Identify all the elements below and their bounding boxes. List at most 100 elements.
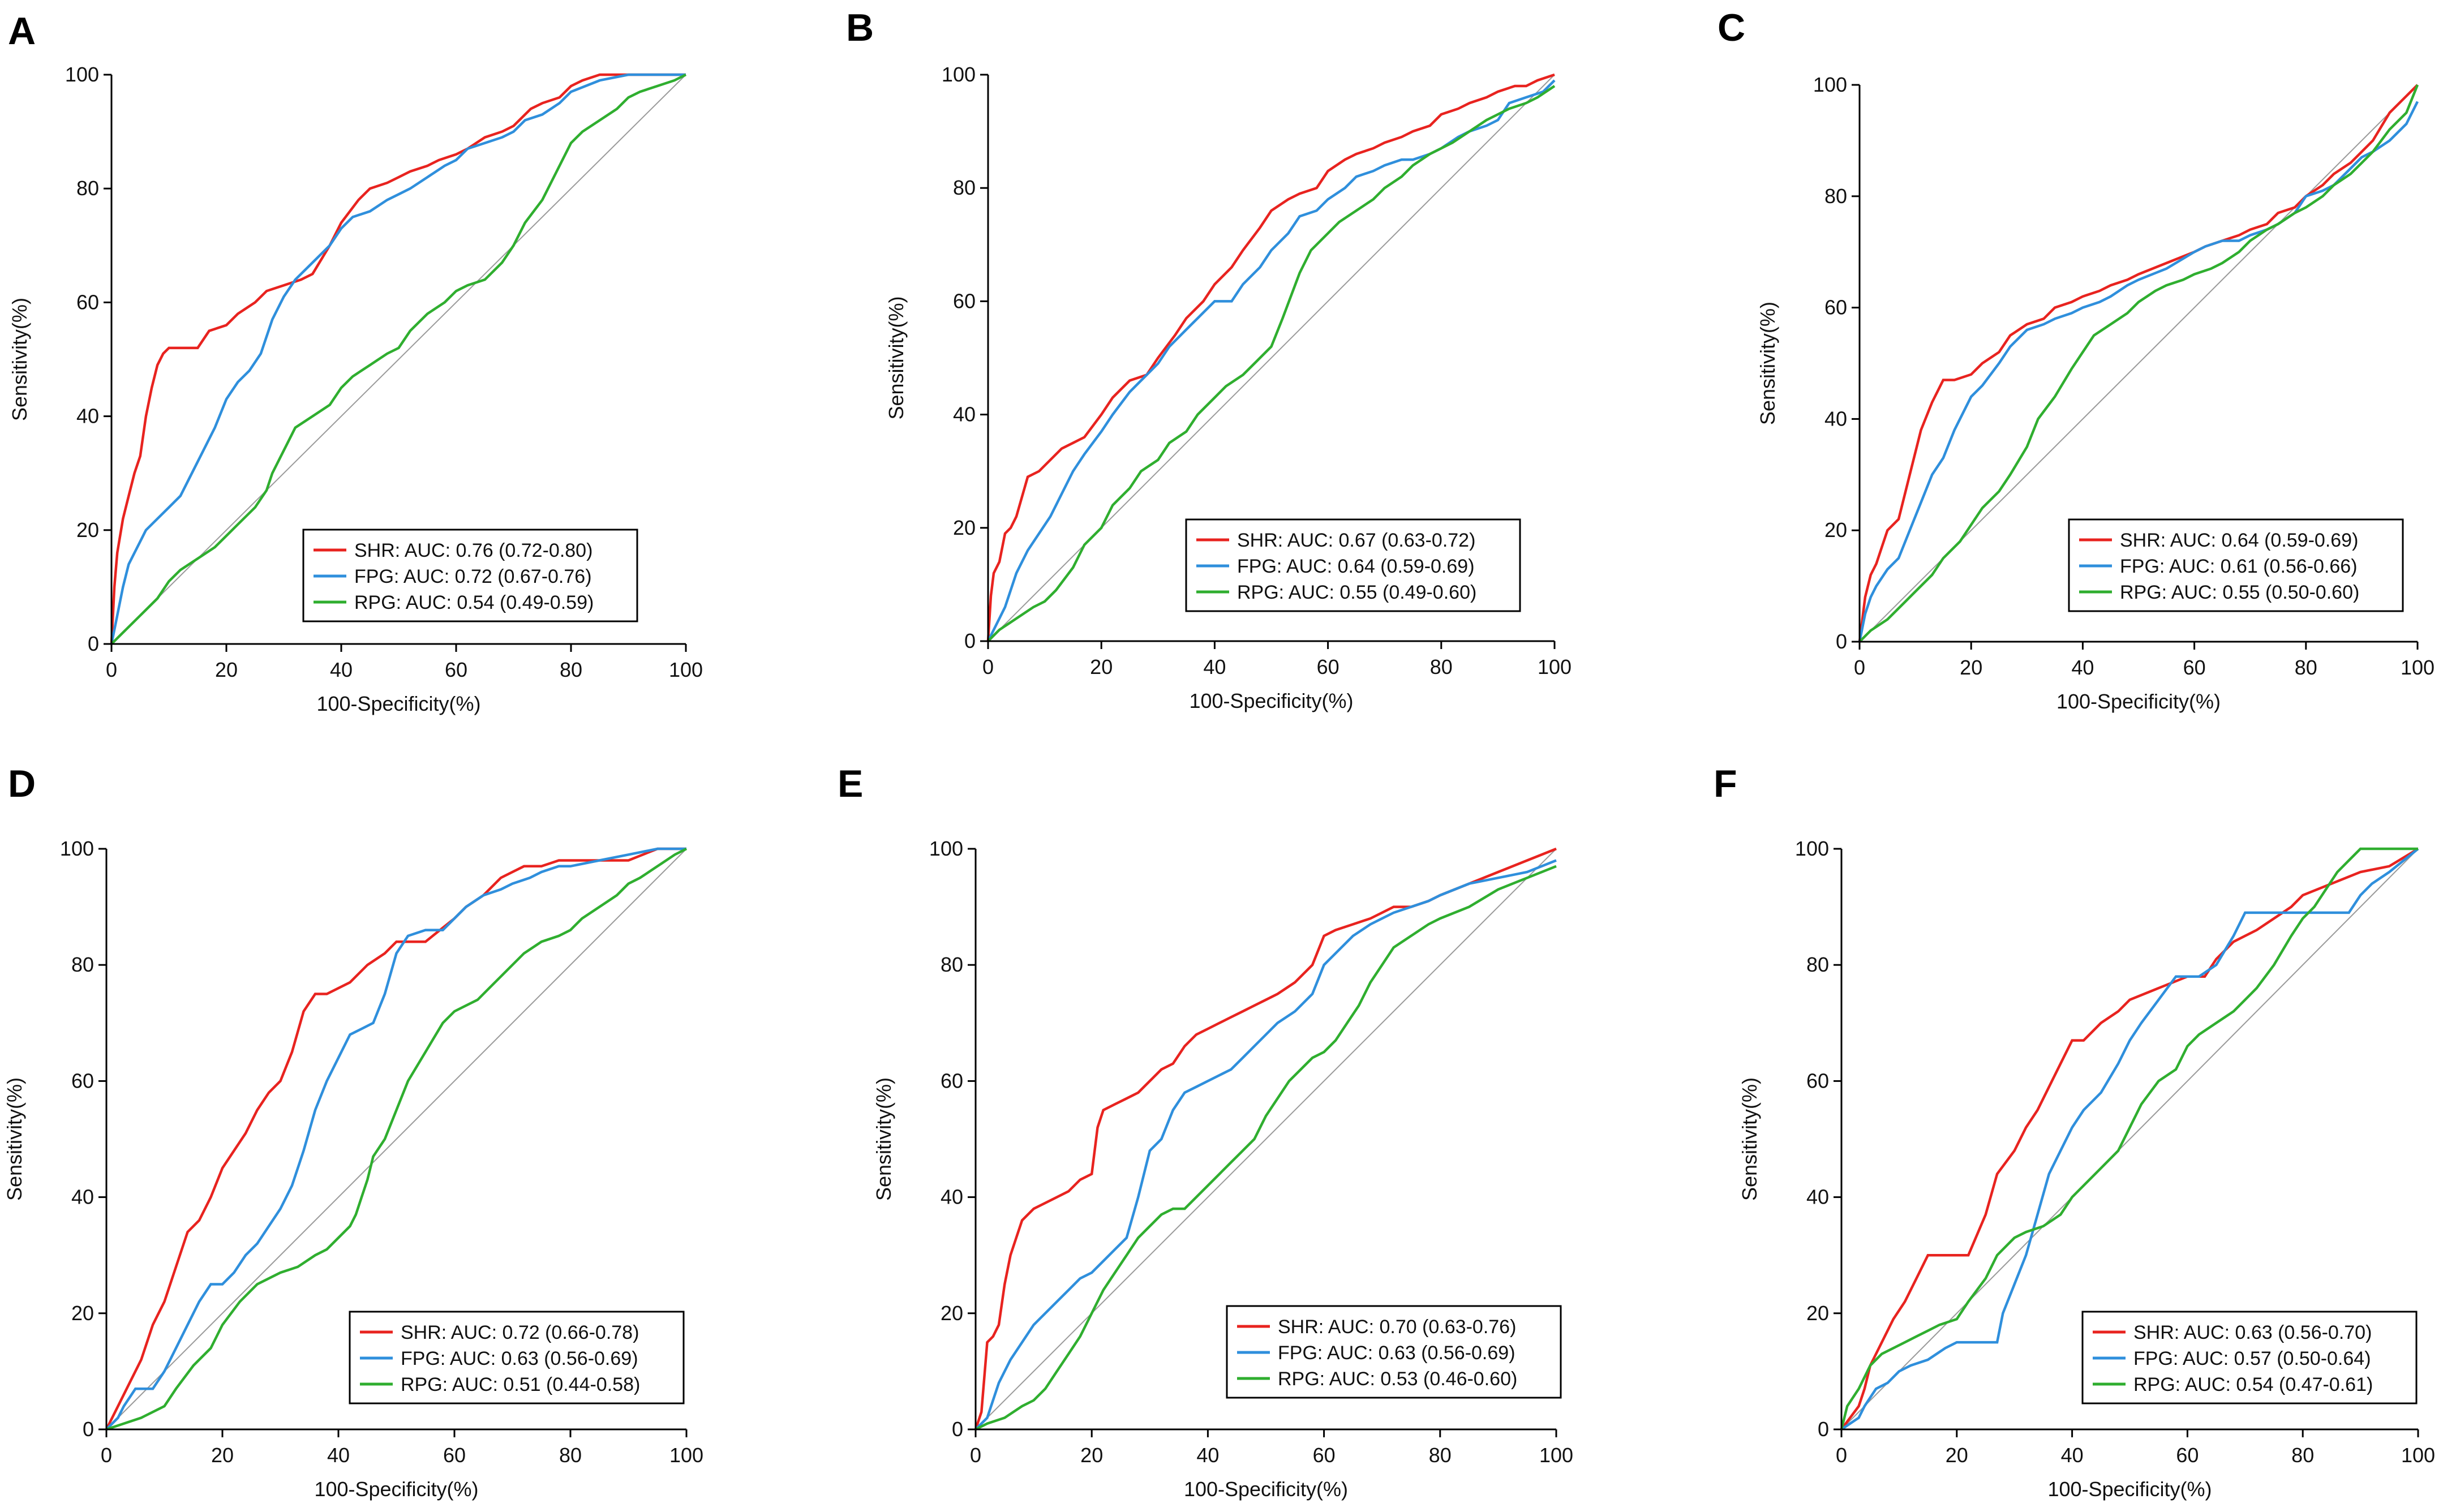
legend: SHR: AUC: 0.67 (0.63-0.72) FPG: AUC: 0.64… [1185, 518, 1521, 612]
x-tick-label: 80 [559, 1444, 582, 1467]
roc-curve-rpg [106, 847, 688, 1431]
y-tick-label: 80 [1806, 953, 1829, 976]
y-axis-title: Sensitivity(%) [8, 298, 31, 421]
roc-curve-fpg [1858, 101, 2419, 642]
x-tick-label: 60 [443, 1444, 466, 1467]
y-tick-label: 20 [941, 1301, 963, 1325]
legend-label-rpg: RPG: AUC: 0.54 (0.49-0.59) [354, 592, 594, 613]
legend-label-shr: SHR: AUC: 0.63 (0.56-0.70) [2133, 1322, 2372, 1343]
x-tick-label: 60 [2183, 656, 2206, 679]
roc-panel-c: C 0 20 40 60 80 100 0 20 40 60 80 100 100-Specificity… [1718, 6, 2435, 713]
legend-label-shr: SHR: AUC: 0.72 (0.66-0.78) [401, 1322, 639, 1343]
roc-curve-shr [105, 847, 686, 1431]
legend-label-shr: SHR: AUC: 0.76 (0.72-0.80) [354, 540, 592, 561]
y-tick-label: 100 [929, 837, 963, 860]
roc-curve-rpg [974, 865, 1557, 1431]
panel-letter-b: B [846, 6, 874, 49]
y-tick-label: 20 [76, 518, 99, 542]
y-tick-label: 20 [953, 516, 976, 539]
roc-curve-rpg [1858, 84, 2419, 643]
legend-label-fpg: FPG: AUC: 0.57 (0.50-0.64) [2133, 1348, 2371, 1369]
legend-label-rpg: RPG: AUC: 0.51 (0.44-0.58) [401, 1374, 640, 1395]
reference-diagonal [111, 74, 686, 645]
legend: SHR: AUC: 0.63 (0.56-0.70) FPG: AUC: 0.57… [2081, 1311, 2418, 1404]
y-tick-label: 40 [953, 403, 976, 426]
y-tick-label: 80 [76, 177, 99, 200]
y-tick-label: 80 [71, 953, 94, 976]
legend: SHR: AUC: 0.76 (0.72-0.80) FPG: AUC: 0.72… [302, 529, 638, 622]
y-tick-label: 0 [83, 1418, 94, 1441]
x-axis-title: 100-Specificity(%) [1184, 1477, 1348, 1501]
roc-curve-fpg [110, 73, 686, 645]
x-axis-title: 100-Specificity(%) [2056, 690, 2221, 713]
roc-panel-b: B 0 20 40 60 80 100 0 20 40 60 80 100 100-Specificity… [846, 6, 1572, 712]
x-tick-label: 40 [2071, 656, 2094, 679]
x-tick-label: 20 [211, 1444, 234, 1467]
y-tick-label: 0 [952, 1418, 963, 1441]
y-tick-label: 60 [71, 1069, 94, 1092]
x-tick-label: 20 [1960, 656, 1982, 679]
x-tick-label: 0 [970, 1444, 981, 1467]
roc-panel-f: F 0 20 40 60 80 100 0 20 40 60 80 100 100-Specificity… [1714, 762, 2435, 1501]
x-tick-label: 100 [1538, 655, 1572, 678]
x-tick-label: 0 [1854, 656, 1865, 679]
x-tick-label: 40 [1203, 655, 1226, 678]
roc-curve-shr [986, 73, 1555, 642]
x-tick-label: 20 [1946, 1444, 1968, 1467]
panel-letter-f: F [1714, 762, 1737, 805]
legend: SHR: AUC: 0.70 (0.63-0.76) FPG: AUC: 0.63… [1226, 1305, 1562, 1399]
x-tick-label: 0 [101, 1444, 112, 1467]
y-axis-title: Sensitivity(%) [3, 1077, 26, 1201]
y-tick-label: 0 [1836, 630, 1847, 653]
y-tick-label: 100 [1813, 73, 1847, 96]
x-tick-label: 100 [1539, 1444, 1573, 1467]
panel-letter-e: E [838, 762, 863, 805]
legend: SHR: AUC: 0.64 (0.59-0.69) FPG: AUC: 0.61… [2068, 518, 2404, 612]
legend-label-fpg: FPG: AUC: 0.64 (0.59-0.69) [1237, 556, 1475, 577]
y-tick-label: 20 [1824, 518, 1847, 542]
y-tick-label: 40 [71, 1185, 94, 1209]
roc-curve-shr [1858, 84, 2419, 642]
x-tick-label: 40 [330, 658, 353, 681]
x-axis-title: 100-Specificity(%) [316, 692, 480, 715]
legend-box [302, 529, 638, 622]
reference-diagonal [975, 848, 1557, 1430]
x-tick-label: 0 [1836, 1444, 1847, 1467]
y-axis-title: Sensitivity(%) [1738, 1077, 1761, 1201]
legend-label-fpg: FPG: AUC: 0.63 (0.56-0.69) [1278, 1342, 1515, 1364]
x-tick-label: 0 [982, 655, 994, 678]
roc-curve-fpg [1840, 848, 2419, 1431]
legend-label-fpg: FPG: AUC: 0.72 (0.67-0.76) [354, 566, 592, 587]
legend-label-rpg: RPG: AUC: 0.55 (0.49-0.60) [1237, 582, 1476, 603]
x-tick-label: 40 [327, 1444, 350, 1467]
y-tick-label: 100 [65, 63, 99, 86]
legend: SHR: AUC: 0.72 (0.66-0.78) FPG: AUC: 0.63… [349, 1311, 685, 1404]
legend-label-fpg: FPG: AUC: 0.63 (0.56-0.69) [401, 1348, 638, 1369]
x-tick-label: 100 [669, 658, 703, 681]
legend-label-shr: SHR: AUC: 0.64 (0.59-0.69) [2120, 530, 2358, 551]
panel-letter-d: D [8, 762, 36, 805]
y-tick-label: 60 [1806, 1069, 1829, 1092]
x-tick-label: 60 [1317, 655, 1339, 678]
roc-curve-fpg [105, 847, 686, 1431]
x-tick-label: 20 [1090, 655, 1113, 678]
y-tick-label: 0 [964, 629, 976, 652]
panel-letter-a: A [8, 10, 36, 53]
panel-letter-c: C [1718, 6, 1745, 49]
x-tick-label: 80 [1429, 1444, 1452, 1467]
legend-box [1185, 518, 1521, 612]
legend-label-rpg: RPG: AUC: 0.55 (0.50-0.60) [2120, 582, 2359, 603]
x-tick-label: 60 [445, 658, 467, 681]
y-tick-label: 100 [1795, 837, 1829, 860]
y-tick-label: 80 [953, 176, 976, 199]
legend-box [1226, 1305, 1562, 1399]
x-tick-label: 100 [2401, 656, 2435, 679]
roc-curve-fpg [986, 79, 1556, 642]
y-tick-label: 20 [1806, 1301, 1829, 1325]
legend-box [2068, 518, 2404, 612]
y-tick-label: 80 [1824, 184, 1847, 208]
roc-curve-rpg [987, 85, 1556, 642]
legend-label-shr: SHR: AUC: 0.67 (0.63-0.72) [1237, 530, 1475, 551]
x-tick-label: 20 [215, 658, 238, 681]
legend-box [349, 1311, 685, 1404]
